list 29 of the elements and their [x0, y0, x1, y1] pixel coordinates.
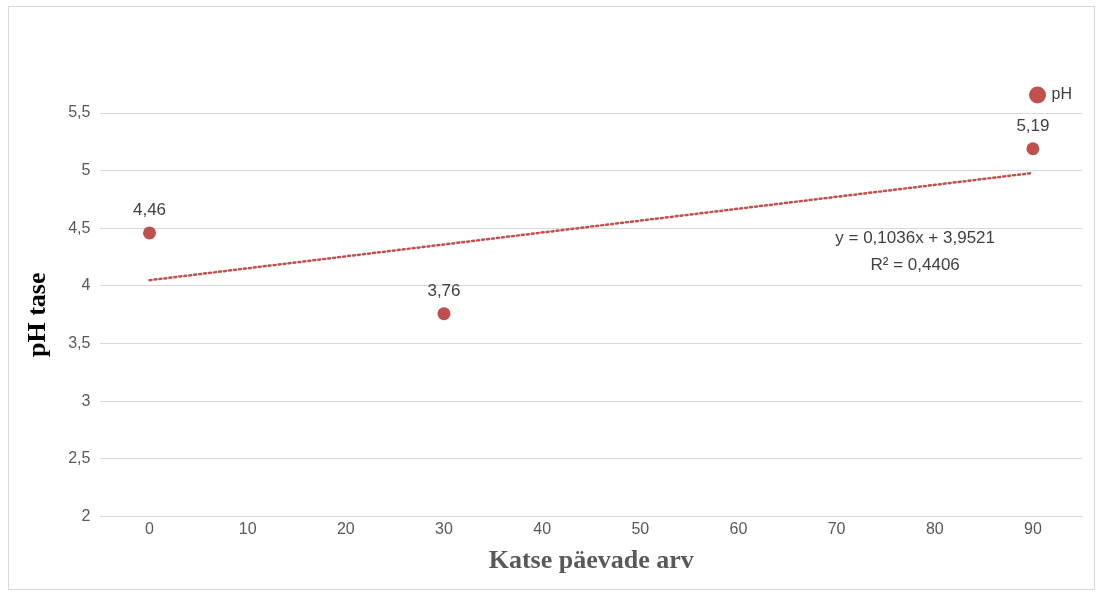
- x-tick-label: 60: [729, 519, 748, 537]
- legend-label: pH: [1051, 85, 1072, 103]
- y-tick-label: 5,5: [68, 103, 91, 121]
- x-tick-label: 0: [145, 519, 155, 537]
- point: [437, 307, 451, 321]
- y-tick-label: 5: [81, 161, 91, 179]
- annotation: R² = 0,4406: [870, 254, 960, 274]
- y-tick-label: 4,5: [68, 218, 91, 236]
- data-label: 3,76: [427, 280, 461, 300]
- x-tick-label: 30: [435, 519, 453, 537]
- x-tick-label: 90: [1024, 519, 1042, 537]
- x-tick-label: 20: [336, 519, 355, 537]
- x-tick-label: 40: [533, 519, 552, 537]
- y-tick-label: 2: [81, 507, 91, 525]
- x-axis-title: Katse päevade arv: [488, 545, 694, 575]
- point: [1026, 142, 1040, 156]
- x-tick-label: 10: [238, 519, 257, 537]
- annotation: y = 0,1036x + 3,9521: [835, 227, 996, 247]
- y-axis-title: pH tase: [22, 272, 52, 358]
- data-label: 5,19: [1016, 115, 1050, 135]
- x-tick-label: 50: [631, 519, 650, 537]
- x-tick-label: 70: [827, 519, 846, 537]
- point: [143, 226, 157, 240]
- x-tick-label: 80: [925, 519, 944, 537]
- y-tick-label: 3,5: [68, 334, 91, 352]
- y-tick-label: 3: [81, 391, 91, 409]
- data-label: 4,46: [132, 200, 167, 220]
- y-tick-label: 4: [81, 276, 91, 294]
- y-tick-label: 2,5: [68, 449, 91, 467]
